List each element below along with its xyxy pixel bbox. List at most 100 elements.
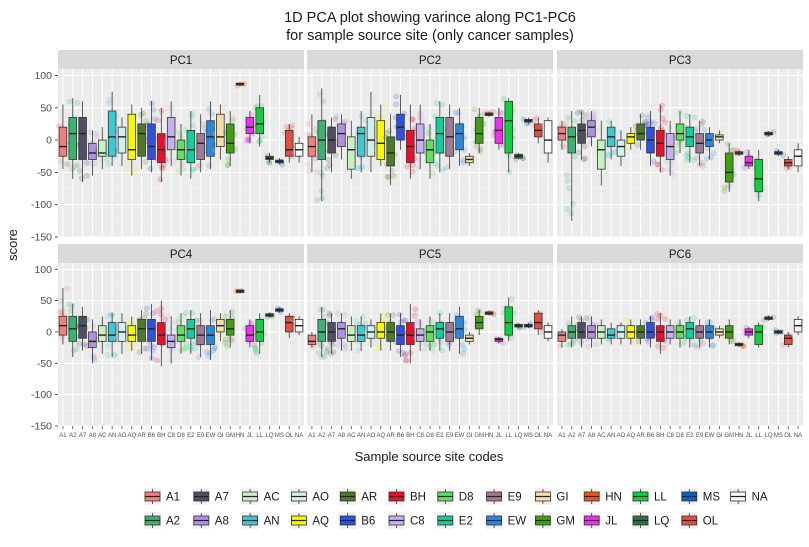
- x-tick-label: GI: [466, 433, 473, 439]
- box-pc2-ac: [344, 118, 357, 180]
- jitter-point: [390, 172, 397, 179]
- y-axis-ticks: 100 50 0 -50 -100 -150 100 50 0 -50 -100 -150: [31, 70, 58, 433]
- box-pc1-hn: [234, 81, 248, 89]
- jitter-point: [587, 138, 594, 145]
- jitter-point: [393, 101, 400, 108]
- box-pc6-jl: [741, 324, 754, 339]
- legend-label: AO: [312, 492, 329, 504]
- jitter-point: [304, 161, 310, 168]
- x-tick-label: HN: [236, 433, 245, 439]
- jitter-point: [181, 346, 188, 353]
- jitter-point: [404, 163, 411, 170]
- jitter-point: [691, 114, 698, 121]
- box-pc1-bh: [153, 107, 169, 183]
- jitter-point: [318, 342, 325, 348]
- box-pc3-an: [603, 118, 619, 160]
- box-rect: [347, 325, 356, 342]
- box-pc6-ew: [704, 319, 717, 349]
- jitter-point: [304, 131, 310, 138]
- jitter-point: [142, 117, 149, 124]
- box-pc4-gm: [222, 308, 236, 350]
- y-tick-label: 50: [40, 295, 52, 307]
- box-pc6-na: [790, 316, 805, 337]
- legend-item-ms: MS: [680, 488, 720, 505]
- box-rect: [626, 133, 636, 144]
- box-pc1-b6: [144, 100, 160, 173]
- legend-label: C8: [410, 516, 425, 528]
- jitter-point: [578, 339, 585, 345]
- box-pc5-a8: [333, 310, 349, 352]
- box-pc6-c8: [663, 319, 675, 347]
- box-pc3-a7: [574, 109, 589, 162]
- x-tick-label: EW: [705, 433, 715, 439]
- box-pc5-an: [353, 313, 369, 354]
- jitter-point: [679, 340, 685, 347]
- x-tick-label: NA: [544, 433, 552, 439]
- box-rect: [724, 152, 734, 183]
- jitter-point: [98, 157, 105, 163]
- box-pc3-d8: [672, 108, 687, 156]
- jitter-point: [175, 168, 181, 175]
- jitter-point: [604, 152, 611, 159]
- jitter-point: [326, 310, 333, 317]
- box-pc3-ar: [632, 112, 648, 150]
- jitter-point: [700, 340, 707, 347]
- box-rect: [127, 325, 137, 342]
- jitter-point: [104, 352, 111, 358]
- jitter-point: [144, 345, 151, 352]
- jitter-point: [229, 337, 236, 343]
- x-tick-label: GM: [225, 433, 235, 439]
- x-tick-label: AR: [137, 433, 146, 439]
- x-tick-label: AN: [108, 433, 116, 439]
- jitter-point: [74, 100, 81, 106]
- legend-label: A8: [215, 516, 229, 528]
- box-pc2-d8: [423, 123, 438, 179]
- jitter-point: [534, 115, 540, 121]
- jitter-point: [725, 183, 732, 190]
- legend-item-c8: C8: [388, 512, 425, 529]
- legend-label: NA: [752, 492, 768, 504]
- jitter-point: [417, 322, 424, 328]
- legend-label: B6: [361, 516, 375, 528]
- box-pc5-gi: [464, 331, 476, 345]
- jitter-point: [182, 344, 189, 351]
- jitter-point: [259, 133, 265, 139]
- legend-item-aq: AQ: [290, 512, 329, 529]
- box-rect: [356, 325, 366, 342]
- x-tick-label: A1: [59, 433, 67, 439]
- jitter-point: [409, 116, 416, 123]
- jitter-point: [415, 318, 422, 325]
- box-rect: [88, 142, 97, 160]
- jitter-point: [666, 124, 673, 131]
- box-pc3-a1: [556, 120, 570, 150]
- jitter-point: [564, 172, 570, 178]
- jitter-point: [104, 162, 111, 169]
- jitter-point: [251, 342, 258, 348]
- y-tick-label: 0: [46, 326, 52, 338]
- jitter-point: [411, 312, 418, 319]
- box-rect: [455, 315, 464, 339]
- jitter-point: [654, 311, 660, 317]
- box-rect: [58, 126, 68, 157]
- box-rect: [98, 139, 107, 157]
- jitter-point: [655, 161, 661, 168]
- box-pc6-ll: [753, 322, 765, 348]
- legend-item-e2: E2: [436, 512, 473, 529]
- jitter-point: [98, 166, 104, 172]
- jitter-point: [744, 149, 750, 155]
- box-pc3-lq: [764, 129, 777, 138]
- x-tick-label: A1: [558, 433, 566, 439]
- jitter-point: [634, 142, 641, 148]
- jitter-point: [540, 155, 547, 161]
- jitter-point: [105, 343, 111, 349]
- box-rect: [656, 325, 665, 342]
- legend-item-gi: GI: [534, 488, 569, 505]
- box-rect: [754, 325, 763, 345]
- y-tick-label: -50: [37, 358, 52, 370]
- x-tick-label: A8: [588, 433, 596, 439]
- legend-label: LL: [654, 492, 667, 504]
- box-pc6-a7: [574, 314, 590, 348]
- x-tick-label: C8: [666, 433, 674, 439]
- jitter-point: [421, 346, 428, 353]
- legend-item-ao: AO: [290, 488, 329, 505]
